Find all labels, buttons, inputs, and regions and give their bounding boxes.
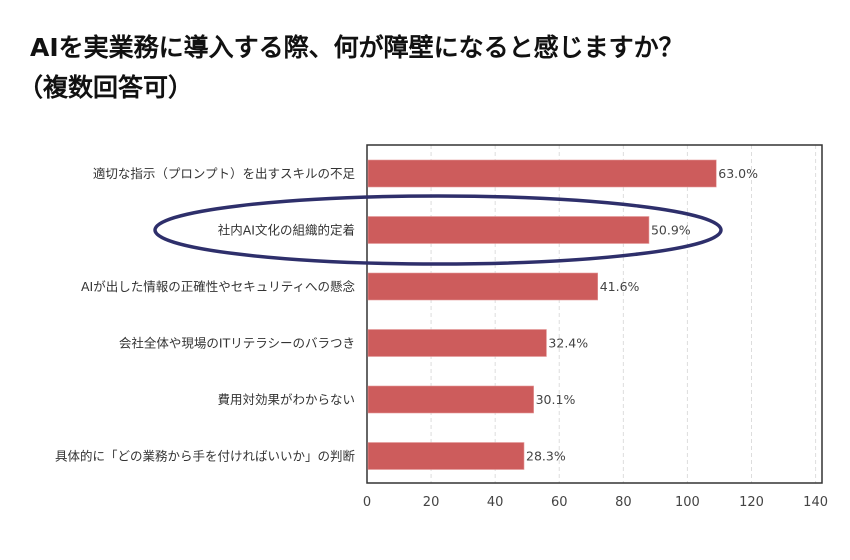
data-label: 30.1% — [536, 392, 576, 407]
category-label: 社内AI文化の組織的定着 — [218, 223, 355, 238]
bar — [367, 216, 650, 244]
data-label: 63.0% — [718, 166, 758, 181]
chart-title: AIを実業務に導入する際、何が障壁になると感じますか？ （複数回答可） — [18, 28, 684, 108]
bar — [367, 329, 547, 357]
x-tick-label: 140 — [803, 495, 828, 510]
x-tick-label: 100 — [675, 495, 700, 510]
chart-title-line-1: AIを実業務に導入する際、何が障壁になると感じますか？ — [30, 33, 684, 62]
category-label: 会社全体や現場のITリテラシーのバラつき — [119, 336, 355, 351]
x-tick-label: 0 — [363, 495, 371, 510]
category-label: 具体的に「どの業務から手を付ければいいか」の判断 — [55, 449, 355, 464]
data-label: 28.3% — [526, 449, 566, 464]
category-label: 適切な指示（プロンプト）を出すスキルの不足 — [93, 166, 356, 181]
bar — [367, 272, 599, 301]
x-tick-label: 80 — [615, 495, 632, 510]
x-tick-label: 60 — [551, 495, 568, 510]
chart-title-line-2: （複数回答可） — [18, 73, 194, 102]
category-label: 費用対効果がわからない — [217, 392, 355, 407]
x-tick-label: 20 — [423, 495, 440, 510]
data-label: 41.6% — [600, 279, 640, 294]
data-label: 50.9% — [651, 223, 691, 238]
plot-frame — [366, 144, 823, 484]
bar — [367, 159, 717, 188]
bar — [367, 442, 525, 470]
x-tick-label: 120 — [739, 495, 764, 510]
category-label: AIが出した情報の正確性やセキュリティへの懸念 — [81, 279, 355, 294]
x-tick-label: 40 — [487, 495, 504, 510]
data-label: 32.4% — [548, 336, 588, 351]
highlight-ellipse — [153, 194, 723, 266]
bar — [367, 385, 534, 414]
